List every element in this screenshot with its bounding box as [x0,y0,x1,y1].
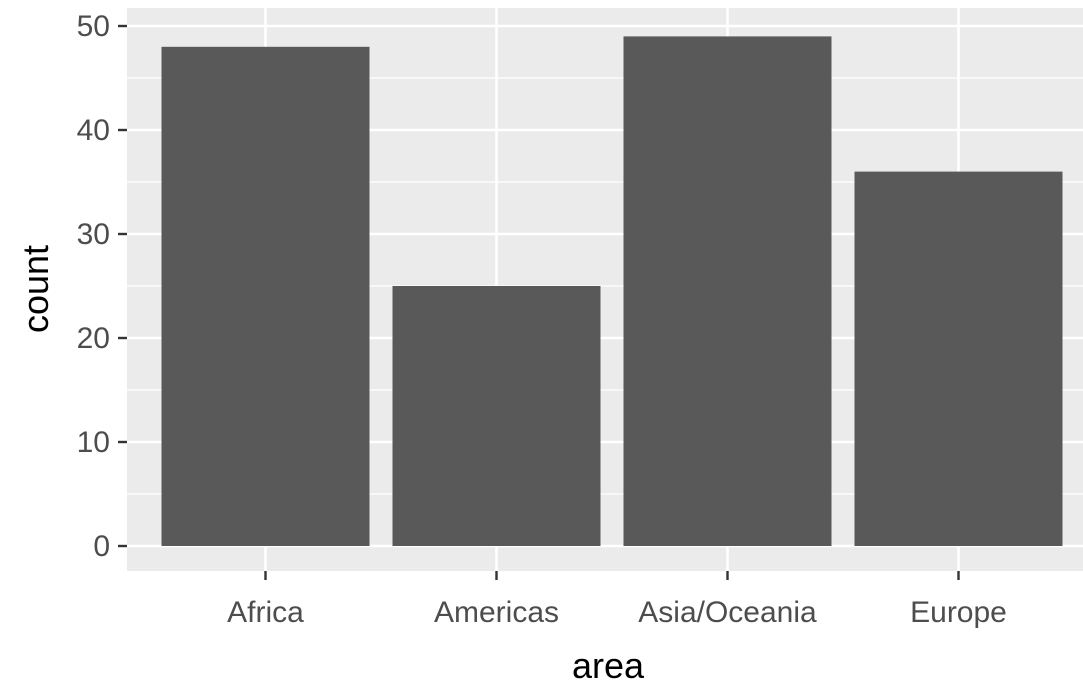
bar-africa [161,46,370,547]
x-tick-label: Europe [910,596,1007,629]
x-tick-label: Americas [434,596,559,629]
y-tick-label: 40 [77,114,110,147]
x-axis: Africa Americas Asia/Oceania Europe [227,571,1007,629]
y-tick-label: 20 [77,322,110,355]
bars [161,36,1063,547]
x-tick-label: Africa [227,596,304,629]
x-axis-title: area [572,645,645,681]
y-axis-title: count [15,245,56,333]
x-tick-label: Asia/Oceania [638,596,817,629]
bar-europe [854,171,1063,546]
y-tick-label: 30 [77,218,110,251]
bar-americas [392,286,601,546]
y-axis: 0 10 20 30 40 50 [77,10,127,563]
bar-asia-oceania [623,36,832,547]
y-tick-label: 10 [77,426,110,459]
y-tick-label: 50 [77,10,110,43]
y-tick-label: 0 [93,530,110,563]
